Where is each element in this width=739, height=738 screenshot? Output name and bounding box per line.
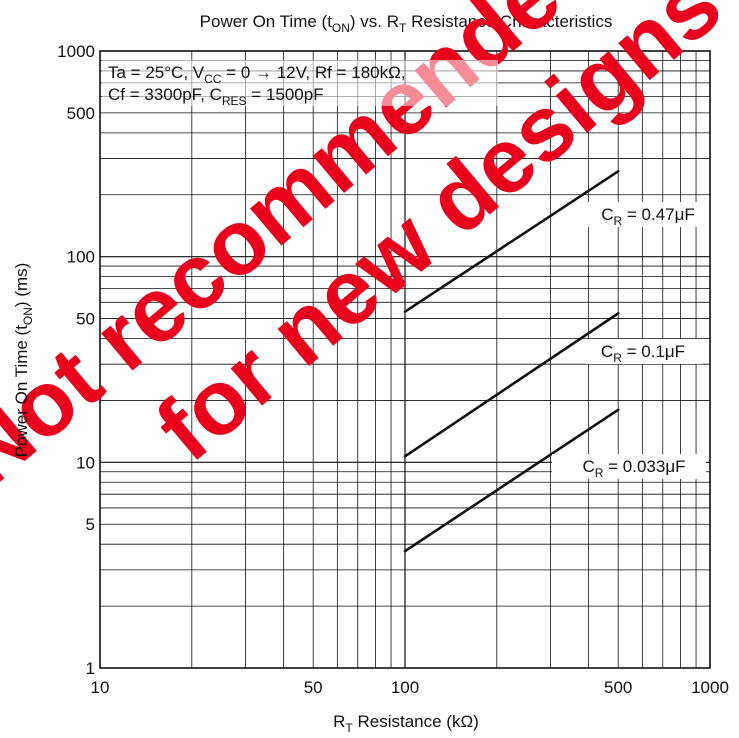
- series-line: [403, 170, 620, 314]
- series-label-backdrop: [552, 454, 706, 479]
- x-tick-label: 1000: [691, 678, 729, 697]
- y-tick-label: 100: [67, 248, 95, 267]
- conditions-line-1: Ta = 25°C, VCC = 0 → 12V, Rf = 180kΩ,: [108, 63, 406, 86]
- series-layer: CR = 0.47μF CR = 0.1μF CR = 0.033μF: [403, 170, 708, 553]
- y-tick-label: 50: [76, 310, 95, 329]
- series-label: CR = 0.1μF: [601, 342, 685, 365]
- series-label-backdrop: [586, 339, 702, 364]
- conditions-line-2: Cf = 3300pF, CRES = 1500pF: [108, 85, 324, 108]
- series-line: [403, 312, 620, 458]
- plot-frame: [99, 50, 711, 669]
- y-tick-label: 5: [86, 515, 95, 534]
- conditions-backdrop: [102, 60, 498, 106]
- y-tick-labels: 1 5 10 50 100 500 1000: [57, 42, 95, 678]
- y-tick-label: 1: [86, 659, 95, 678]
- x-tick-label: 100: [391, 678, 419, 697]
- x-tick-label: 50: [304, 678, 323, 697]
- x-axis-label: RT Resistance (kΩ): [333, 712, 479, 735]
- series-line: [403, 408, 620, 553]
- x-tick-label: 500: [604, 678, 632, 697]
- y-axis-label: Power On Time (tON) (ms): [12, 263, 35, 458]
- series-label-backdrop: [580, 202, 708, 227]
- y-tick-label: 1000: [57, 42, 95, 61]
- x-tick-label: 10: [91, 678, 110, 697]
- x-tick-labels: 10 50 100 500 1000: [91, 678, 729, 697]
- series-label: CR = 0.033μF: [582, 457, 685, 480]
- series-label: CR = 0.47μF: [601, 205, 695, 228]
- y-tick-label: 500: [67, 104, 95, 123]
- y-tick-label: 10: [76, 453, 95, 472]
- chart-title: Power On Time (tON) vs. RT Resistance Ch…: [200, 12, 613, 35]
